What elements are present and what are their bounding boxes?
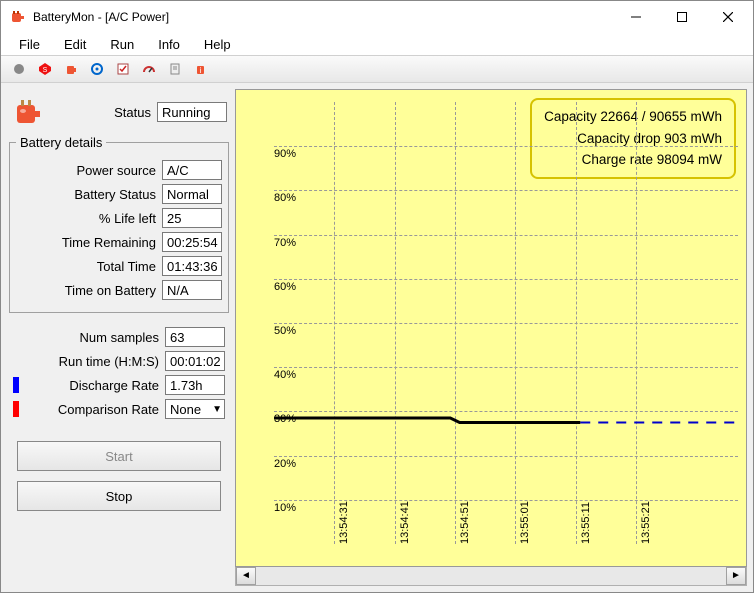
discharge-rate-label: Discharge Rate — [27, 378, 159, 393]
chart-plot — [236, 90, 746, 566]
start-button[interactable]: Start — [17, 441, 221, 471]
battery-icon[interactable] — [59, 57, 83, 81]
chart: Capacity 22664 / 90655 mWh Capacity drop… — [235, 89, 747, 567]
discharge-rate-marker — [13, 377, 19, 393]
chart-scrollbar[interactable]: ◄ ► — [235, 566, 747, 586]
time-on-battery-value: N/A — [162, 280, 222, 300]
menu-info[interactable]: Info — [148, 35, 190, 54]
time-remaining-label: Time Remaining — [16, 235, 156, 250]
chart-area: Capacity 22664 / 90655 mWh Capacity drop… — [235, 89, 747, 586]
num-samples-value: 63 — [165, 327, 225, 347]
status-label: Status — [51, 105, 151, 120]
menu-edit[interactable]: Edit — [54, 35, 96, 54]
menubar: File Edit Run Info Help — [1, 33, 753, 55]
num-samples-label: Num samples — [13, 330, 159, 345]
app-icon — [9, 8, 27, 26]
battery-large-icon — [11, 95, 45, 129]
run-time-value: 00:01:02 — [165, 351, 225, 371]
stop-button[interactable]: Stop — [17, 481, 221, 511]
svg-text:S: S — [43, 67, 48, 74]
comparison-rate-label: Comparison Rate — [27, 402, 159, 417]
checklist-icon[interactable] — [111, 57, 135, 81]
window-title: BatteryMon - [A/C Power] — [33, 10, 613, 24]
life-left-label: % Life left — [16, 211, 156, 226]
comparison-rate-select[interactable]: None ▼ — [165, 399, 225, 419]
battery-info-icon[interactable]: i — [189, 57, 213, 81]
minimize-button[interactable] — [613, 2, 659, 32]
left-panel: Status Running Battery details Power sou… — [7, 89, 231, 586]
power-source-label: Power source — [16, 163, 156, 178]
total-time-label: Total Time — [16, 259, 156, 274]
power-source-value: A/C — [162, 160, 222, 180]
gear-icon[interactable] — [85, 57, 109, 81]
content-area: Status Running Battery details Power sou… — [1, 83, 753, 592]
total-time-value: 01:43:36 — [162, 256, 222, 276]
battery-status-label: Battery Status — [16, 187, 156, 202]
gauge-icon[interactable] — [137, 57, 161, 81]
close-button[interactable] — [705, 2, 751, 32]
status-value: Running — [157, 102, 227, 122]
battery-details-group: Battery details Power source A/C Battery … — [9, 135, 229, 313]
record-icon[interactable] — [7, 57, 31, 81]
scroll-left-button[interactable]: ◄ — [236, 567, 256, 585]
svg-text:i: i — [200, 66, 202, 75]
stop-icon[interactable]: S — [33, 57, 57, 81]
battery-details-legend: Battery details — [16, 135, 106, 150]
life-left-value: 25 — [162, 208, 222, 228]
scroll-right-button[interactable]: ► — [726, 567, 746, 585]
document-icon[interactable] — [163, 57, 187, 81]
action-buttons: Start Stop — [17, 441, 221, 511]
menu-run[interactable]: Run — [100, 35, 144, 54]
time-remaining-value: 00:25:54 — [162, 232, 222, 252]
app-window: BatteryMon - [A/C Power] File Edit Run I… — [0, 0, 754, 593]
titlebar: BatteryMon - [A/C Power] — [1, 1, 753, 33]
toolbar: S i — [1, 55, 753, 83]
window-controls — [613, 2, 751, 32]
menu-file[interactable]: File — [9, 35, 50, 54]
status-row: Status Running — [11, 95, 227, 129]
series-actual — [274, 418, 580, 422]
menu-help[interactable]: Help — [194, 35, 241, 54]
chevron-down-icon: ▼ — [212, 404, 222, 415]
comparison-rate-marker — [13, 401, 19, 417]
maximize-button[interactable] — [659, 2, 705, 32]
discharge-rate-value: 1.73h — [165, 375, 225, 395]
time-on-battery-label: Time on Battery — [16, 283, 156, 298]
run-time-label: Run time (H:M:S) — [13, 354, 159, 369]
comparison-rate-value: None — [170, 402, 201, 417]
battery-status-value: Normal — [162, 184, 222, 204]
